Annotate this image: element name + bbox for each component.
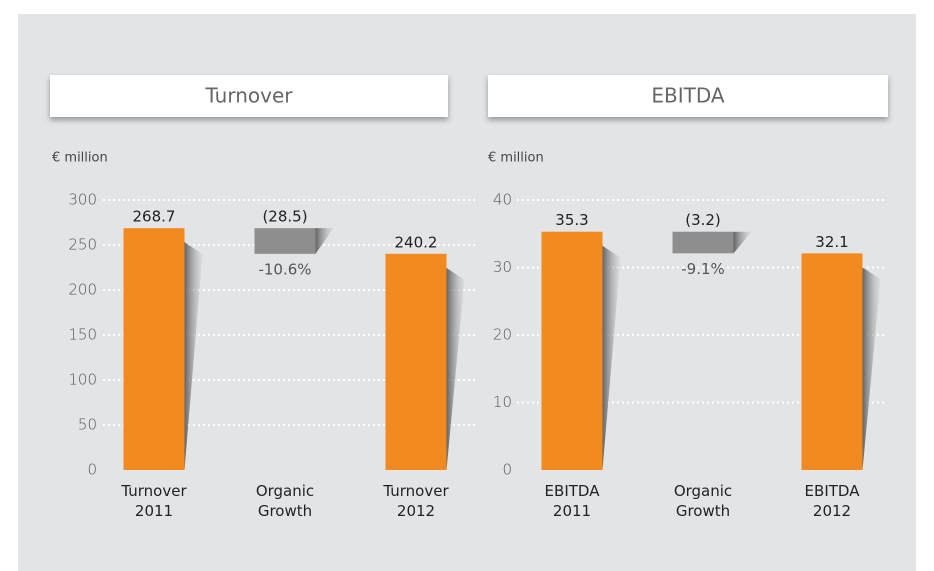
y-tick-label: 30 (493, 258, 512, 276)
y-tick-label: 250 (68, 236, 97, 254)
y-axis-label: € million (52, 151, 108, 166)
bar-shadow (184, 242, 203, 470)
y-tick-label: 0 (502, 461, 512, 479)
bar (541, 231, 603, 470)
x-tick-label: Organic Growth (256, 482, 314, 520)
bar-shadow (446, 267, 465, 470)
x-tick-label: Turnover 2012 (382, 482, 449, 520)
bar-shadow (733, 231, 752, 254)
bar (254, 228, 316, 254)
bar-shadow (862, 267, 881, 470)
value-label: 268.7 (133, 208, 176, 226)
y-tick-label: 0 (87, 461, 97, 479)
y-axis-label: € million (488, 151, 544, 166)
y-tick-label: 20 (493, 326, 512, 344)
value-label: (3.2) (685, 211, 721, 229)
bar (123, 228, 185, 470)
chart-title: Turnover (204, 84, 293, 108)
bar (672, 231, 734, 254)
x-tick-label: Organic Growth (674, 482, 732, 520)
value-label: 32.1 (815, 233, 848, 251)
y-tick-label: 150 (68, 326, 97, 344)
value-label: (28.5) (262, 208, 307, 226)
chart-title: EBITDA (651, 84, 725, 108)
x-tick-label: EBITDA 2011 (545, 482, 601, 520)
y-tick-label: 40 (493, 191, 512, 209)
bar-shadow (602, 245, 621, 470)
bar (801, 253, 863, 470)
title-box (50, 75, 448, 117)
title-box (488, 75, 888, 117)
y-tick-label: 300 (68, 191, 97, 209)
annotation: -10.6% (258, 260, 311, 278)
x-tick-label: Turnover 2011 (120, 482, 187, 520)
y-tick-label: 100 (68, 371, 97, 389)
y-tick-label: 10 (493, 393, 512, 411)
y-tick-label: 200 (68, 281, 97, 299)
y-tick-label: 50 (78, 416, 97, 434)
bar-shadow (315, 228, 334, 254)
x-tick-label: EBITDA 2012 (805, 482, 861, 520)
value-label: 240.2 (395, 233, 438, 251)
annotation: -9.1% (681, 260, 725, 278)
bar (385, 253, 447, 470)
value-label: 35.3 (555, 211, 588, 229)
